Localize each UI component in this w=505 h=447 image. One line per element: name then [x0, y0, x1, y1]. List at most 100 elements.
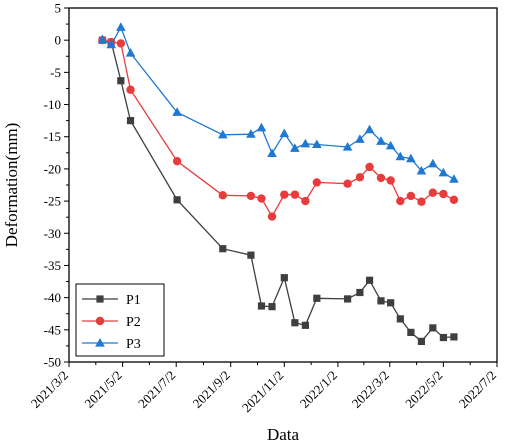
data-point-p2	[301, 196, 310, 206]
data-point-p1	[417, 337, 426, 346]
y-tick-label: -15	[44, 129, 61, 144]
legend-box	[75, 283, 165, 357]
y-tick-label: -20	[44, 161, 61, 176]
data-point-p2	[280, 190, 289, 199]
data-point-p2	[406, 191, 416, 201]
x-tick-label: 2022/3/2	[349, 368, 392, 411]
data-point-p3	[267, 148, 277, 158]
chart-marks	[97, 22, 459, 346]
data-point-p1	[313, 294, 321, 302]
x-tick-label: 2021/11/2	[239, 368, 287, 416]
legend-marker-p1	[96, 295, 104, 303]
data-point-p3	[416, 165, 427, 175]
data-point-p1	[450, 333, 458, 341]
legend-label-p2: P2	[126, 315, 141, 330]
x-axis-title: Data	[267, 425, 300, 444]
y-tick-label: -35	[44, 258, 61, 273]
data-point-p1	[173, 196, 181, 204]
data-point-p2	[312, 178, 322, 187]
y-tick-label: -10	[44, 97, 61, 112]
data-point-p1	[291, 319, 299, 327]
data-point-p3	[355, 134, 365, 143]
data-point-p3	[246, 129, 256, 138]
data-point-p1	[387, 299, 395, 307]
data-point-p3	[172, 107, 182, 116]
data-point-p3	[449, 174, 459, 183]
data-point-p1	[365, 276, 374, 284]
data-point-p3	[97, 34, 108, 44]
x-tick-label: 2021/3/2	[28, 368, 71, 411]
data-point-p2	[267, 212, 277, 221]
data-point-p3	[438, 167, 449, 177]
y-tick-label: -25	[44, 194, 61, 209]
y-tick-label: -5	[50, 65, 61, 80]
data-point-p3	[116, 22, 126, 31]
data-point-p3	[106, 39, 116, 49]
data-point-p3	[428, 158, 438, 168]
x-tick-label: 2022/7/2	[456, 368, 499, 411]
data-point-p1	[377, 297, 385, 305]
y-tick-label: 5	[55, 1, 62, 16]
data-point-p1	[257, 302, 266, 310]
data-point-p2	[355, 173, 365, 182]
data-point-p3	[364, 124, 375, 134]
data-point-p3	[125, 48, 136, 57]
data-point-p2	[365, 162, 374, 172]
data-point-p2	[439, 189, 448, 199]
data-point-p2	[172, 156, 182, 166]
data-point-p3	[406, 153, 416, 163]
data-point-p3	[217, 129, 228, 139]
data-point-p3	[279, 128, 290, 138]
data-point-p3	[312, 139, 322, 149]
data-point-p1	[247, 251, 255, 259]
data-point-p1	[396, 315, 404, 323]
data-point-p2	[376, 173, 386, 183]
series-p2	[98, 35, 459, 221]
y-tick-label: -30	[44, 226, 61, 241]
data-point-p1	[117, 77, 125, 85]
data-point-p2	[396, 196, 405, 206]
data-point-p1	[301, 321, 310, 329]
x-tick-label: 2022/1/2	[297, 368, 340, 411]
data-point-p3	[300, 138, 311, 148]
data-point-p1	[356, 288, 364, 297]
data-point-p1	[343, 295, 352, 303]
y-axis-title: Deformation(mm)	[2, 123, 21, 248]
data-point-p1	[429, 324, 437, 332]
data-point-p3	[256, 122, 267, 132]
y-tick-label: -50	[44, 355, 61, 370]
data-point-p1	[268, 303, 276, 311]
legend-label-p1: P1	[126, 293, 141, 308]
data-point-p2	[116, 39, 126, 48]
data-point-p1	[407, 328, 415, 336]
data-point-p3	[290, 143, 300, 152]
x-tick-label: 2021/7/2	[135, 368, 178, 411]
data-point-p2	[290, 190, 300, 199]
legend-marker-p3	[95, 338, 105, 347]
data-point-p1	[280, 274, 288, 282]
series-p3	[97, 22, 459, 183]
series-line-p2	[102, 39, 455, 218]
data-point-p2	[257, 194, 266, 203]
data-point-p3	[385, 140, 396, 150]
data-point-p1	[439, 333, 447, 342]
data-point-p2	[449, 195, 459, 205]
y-tick-label: -40	[44, 290, 61, 305]
data-point-p2	[417, 197, 426, 206]
y-tick-label: 0	[55, 33, 62, 48]
data-point-p2	[428, 188, 438, 197]
data-point-p1	[219, 245, 227, 253]
legend-label-p3: P3	[126, 337, 141, 352]
data-point-p2	[126, 85, 135, 94]
data-point-p2	[246, 191, 256, 201]
y-tick-label: -45	[44, 322, 61, 337]
data-point-p2	[386, 176, 395, 185]
legend: P1 P2 P3	[75, 283, 165, 357]
x-tick-label: 2021/5/2	[81, 368, 124, 411]
data-point-p3	[376, 136, 386, 145]
legend-marker-p2	[95, 316, 105, 326]
x-tick-label: 2021/9/2	[190, 368, 233, 411]
x-tick-label: 2022/5/2	[402, 368, 445, 411]
data-point-p2	[218, 191, 227, 200]
